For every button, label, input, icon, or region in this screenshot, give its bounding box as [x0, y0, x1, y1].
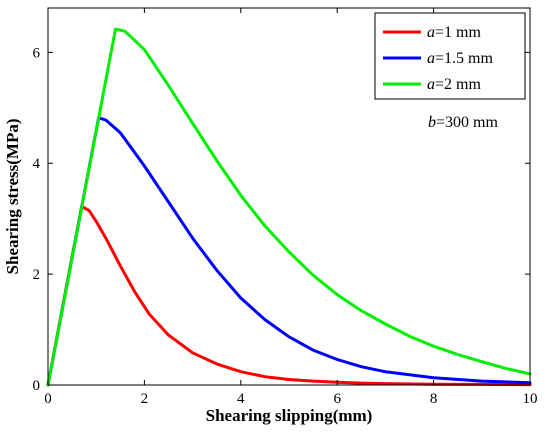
x-tick-label: 8 [430, 391, 438, 407]
legend-label-3: a=2 mm [427, 76, 481, 93]
annotation-italic: b [428, 114, 436, 131]
x-tick-label: 6 [333, 391, 341, 407]
legend-items: a=1 mma=1.5 mma=2 mm [383, 24, 493, 93]
series-line-1 [46, 205, 532, 387]
annotation-b: b=300 mm [428, 114, 498, 131]
legend-label-rest: =2 mm [435, 76, 481, 93]
plot-series-group [46, 27, 532, 387]
x-tick-label: 10 [523, 391, 538, 407]
y-tick-label: 0 [33, 378, 41, 394]
annotation-rest: =300 mm [436, 114, 498, 131]
legend-label-1: a=1 mm [427, 24, 481, 41]
x-tick-label: 4 [237, 391, 245, 407]
series-line-3 [46, 27, 532, 387]
x-axis-title: Shearing slipping(mm) [206, 406, 373, 425]
y-axis-title: Shearing stress(MPa) [3, 119, 22, 275]
x-tick-label: 0 [44, 391, 52, 407]
legend: a=1 mma=1.5 mma=2 mm [374, 12, 526, 100]
axis-ticks-group: 0 2 4 6 8 10 0 2 4 6 [33, 8, 538, 407]
legend-label-italic: a [427, 24, 435, 41]
y-tick-label: 6 [33, 45, 41, 61]
y-tick-label: 4 [33, 156, 41, 172]
legend-label-2: a=1.5 mm [427, 50, 493, 67]
legend-label-italic: a [427, 50, 435, 67]
legend-label-rest: =1 mm [435, 24, 481, 41]
x-tick-label: 2 [141, 391, 149, 407]
legend-label-rest: =1.5 mm [435, 50, 493, 67]
y-tick-label: 2 [33, 267, 41, 283]
series-line-2 [46, 116, 532, 387]
plot-frame [47, 7, 531, 386]
legend-label-italic: a [427, 76, 435, 93]
